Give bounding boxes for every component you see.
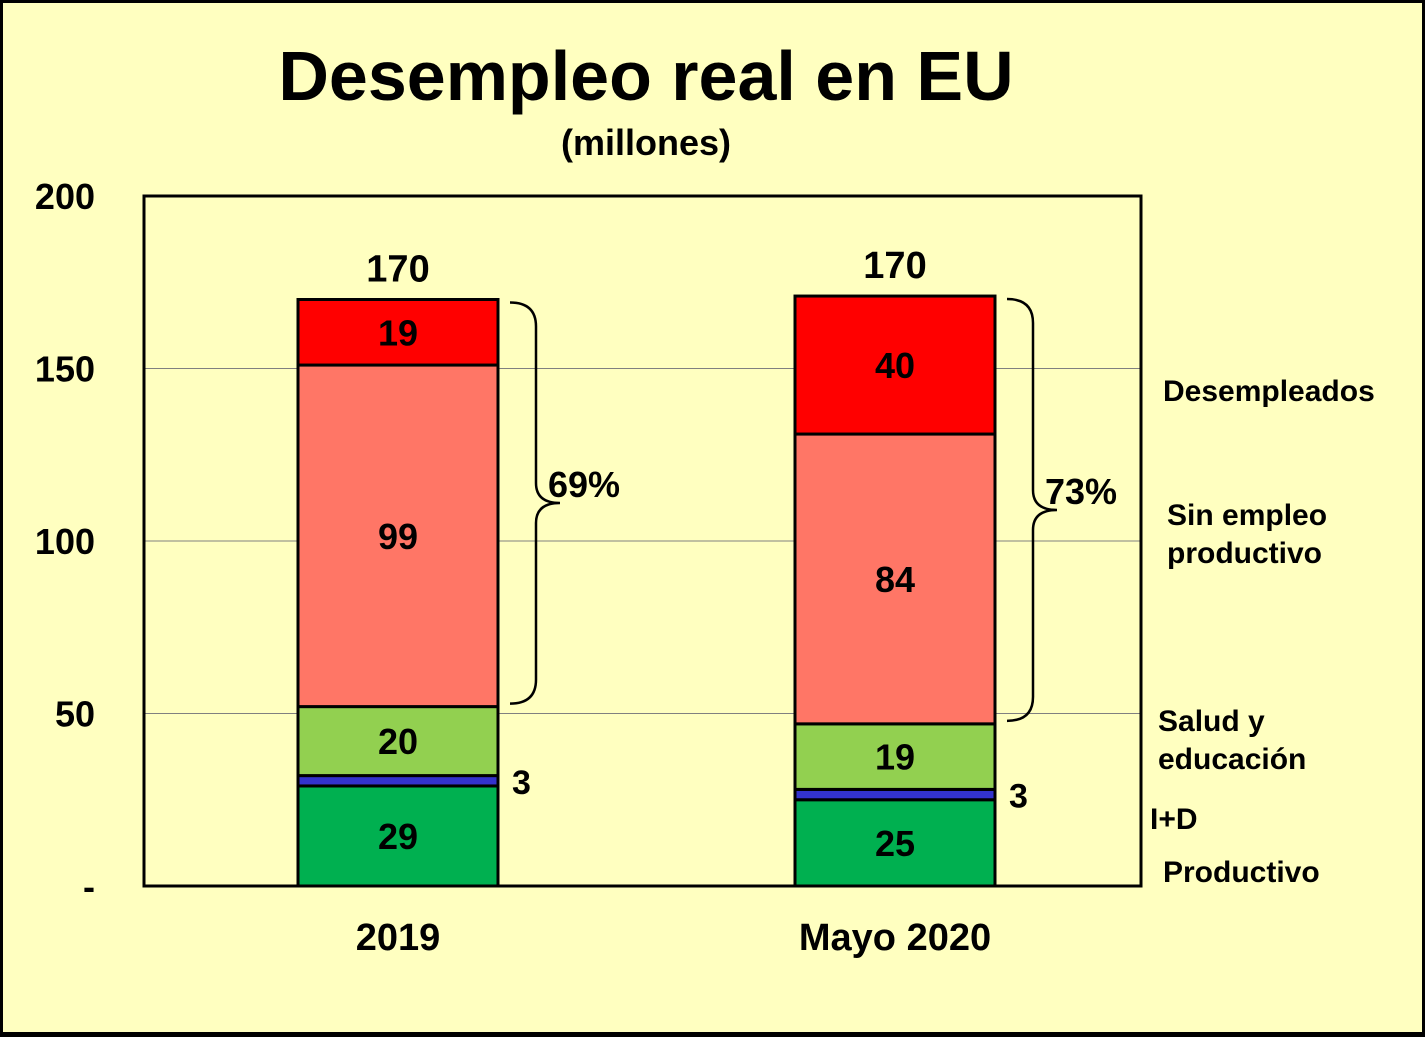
- chart-frame: Desempleo real en EU (millones) - 50 100 15…: [3, 3, 1422, 1032]
- y-tick-label: -: [83, 866, 95, 907]
- bar-segment: [793, 787, 997, 802]
- data-label: 40: [875, 345, 915, 386]
- bar-segment: [296, 784, 500, 888]
- total-label: 170: [366, 249, 429, 291]
- data-labels: 29 3 20 99 19 170 25 3 19 84 40 170: [366, 245, 1028, 864]
- bar-segment: [296, 298, 500, 367]
- data-label: 29: [378, 816, 418, 857]
- data-label: 84: [875, 559, 915, 600]
- data-label: 3: [512, 764, 531, 802]
- legend: Desempleados Sin empleo productivo Salud y e…: [1150, 375, 1375, 889]
- data-label: 25: [875, 823, 915, 864]
- chart-subtitle: (millones): [561, 122, 731, 163]
- total-label: 170: [863, 245, 926, 287]
- legend-label: Productivo: [1163, 856, 1320, 889]
- bar-segment: [296, 705, 500, 778]
- bracket-percent-label: 69%: [548, 464, 620, 505]
- y-tick-label: 50: [55, 694, 95, 735]
- x-tick-label: Mayo 2020: [799, 917, 991, 959]
- bar-segment: [793, 722, 997, 791]
- bar-segment: [296, 363, 500, 709]
- data-label: 19: [378, 312, 418, 353]
- bar-segment: [793, 432, 997, 726]
- bars: [296, 294, 997, 888]
- data-label: 3: [1009, 778, 1028, 816]
- bracket-percent-label: 73%: [1045, 471, 1117, 512]
- y-axis-ticks: - 50 100 150 200: [35, 176, 95, 907]
- x-axis-ticks: 2019 Mayo 2020: [356, 917, 991, 959]
- y-tick-label: 150: [35, 349, 95, 390]
- bar-segment: [793, 798, 997, 888]
- data-label: 20: [378, 721, 418, 762]
- y-tick-label: 100: [35, 521, 95, 562]
- bracket: [1006, 297, 1058, 723]
- legend-label: Desempleados: [1163, 375, 1375, 408]
- chart-title: Desempleo real en EU: [278, 37, 1013, 115]
- bar-segment: [296, 774, 500, 788]
- legend-label: Salud y: [1158, 705, 1265, 738]
- legend-label: productivo: [1167, 537, 1322, 570]
- data-label: 99: [378, 516, 418, 557]
- legend-label: Sin empleo: [1167, 499, 1327, 532]
- plot-area-border: [142, 194, 1143, 888]
- bar-segment: [793, 294, 997, 436]
- legend-label: educación: [1158, 743, 1306, 776]
- brackets: 69% 73%: [509, 297, 1117, 723]
- x-tick-label: 2019: [356, 917, 441, 959]
- bracket: [509, 301, 561, 705]
- chart: Desempleo real en EU (millones) - 50 100 15…: [35, 37, 1375, 959]
- data-label: 19: [875, 737, 915, 778]
- legend-label: I+D: [1150, 803, 1198, 836]
- y-tick-label: 200: [35, 176, 95, 217]
